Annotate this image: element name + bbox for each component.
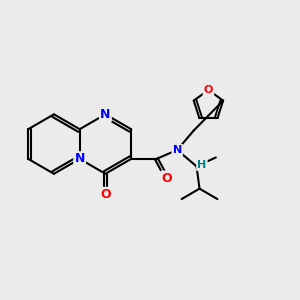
Text: H: H [197, 160, 206, 170]
Text: N: N [74, 152, 85, 165]
Text: O: O [204, 85, 213, 95]
Text: N: N [172, 145, 182, 155]
Text: N: N [100, 108, 111, 121]
Text: O: O [161, 172, 172, 185]
Text: O: O [100, 188, 111, 201]
